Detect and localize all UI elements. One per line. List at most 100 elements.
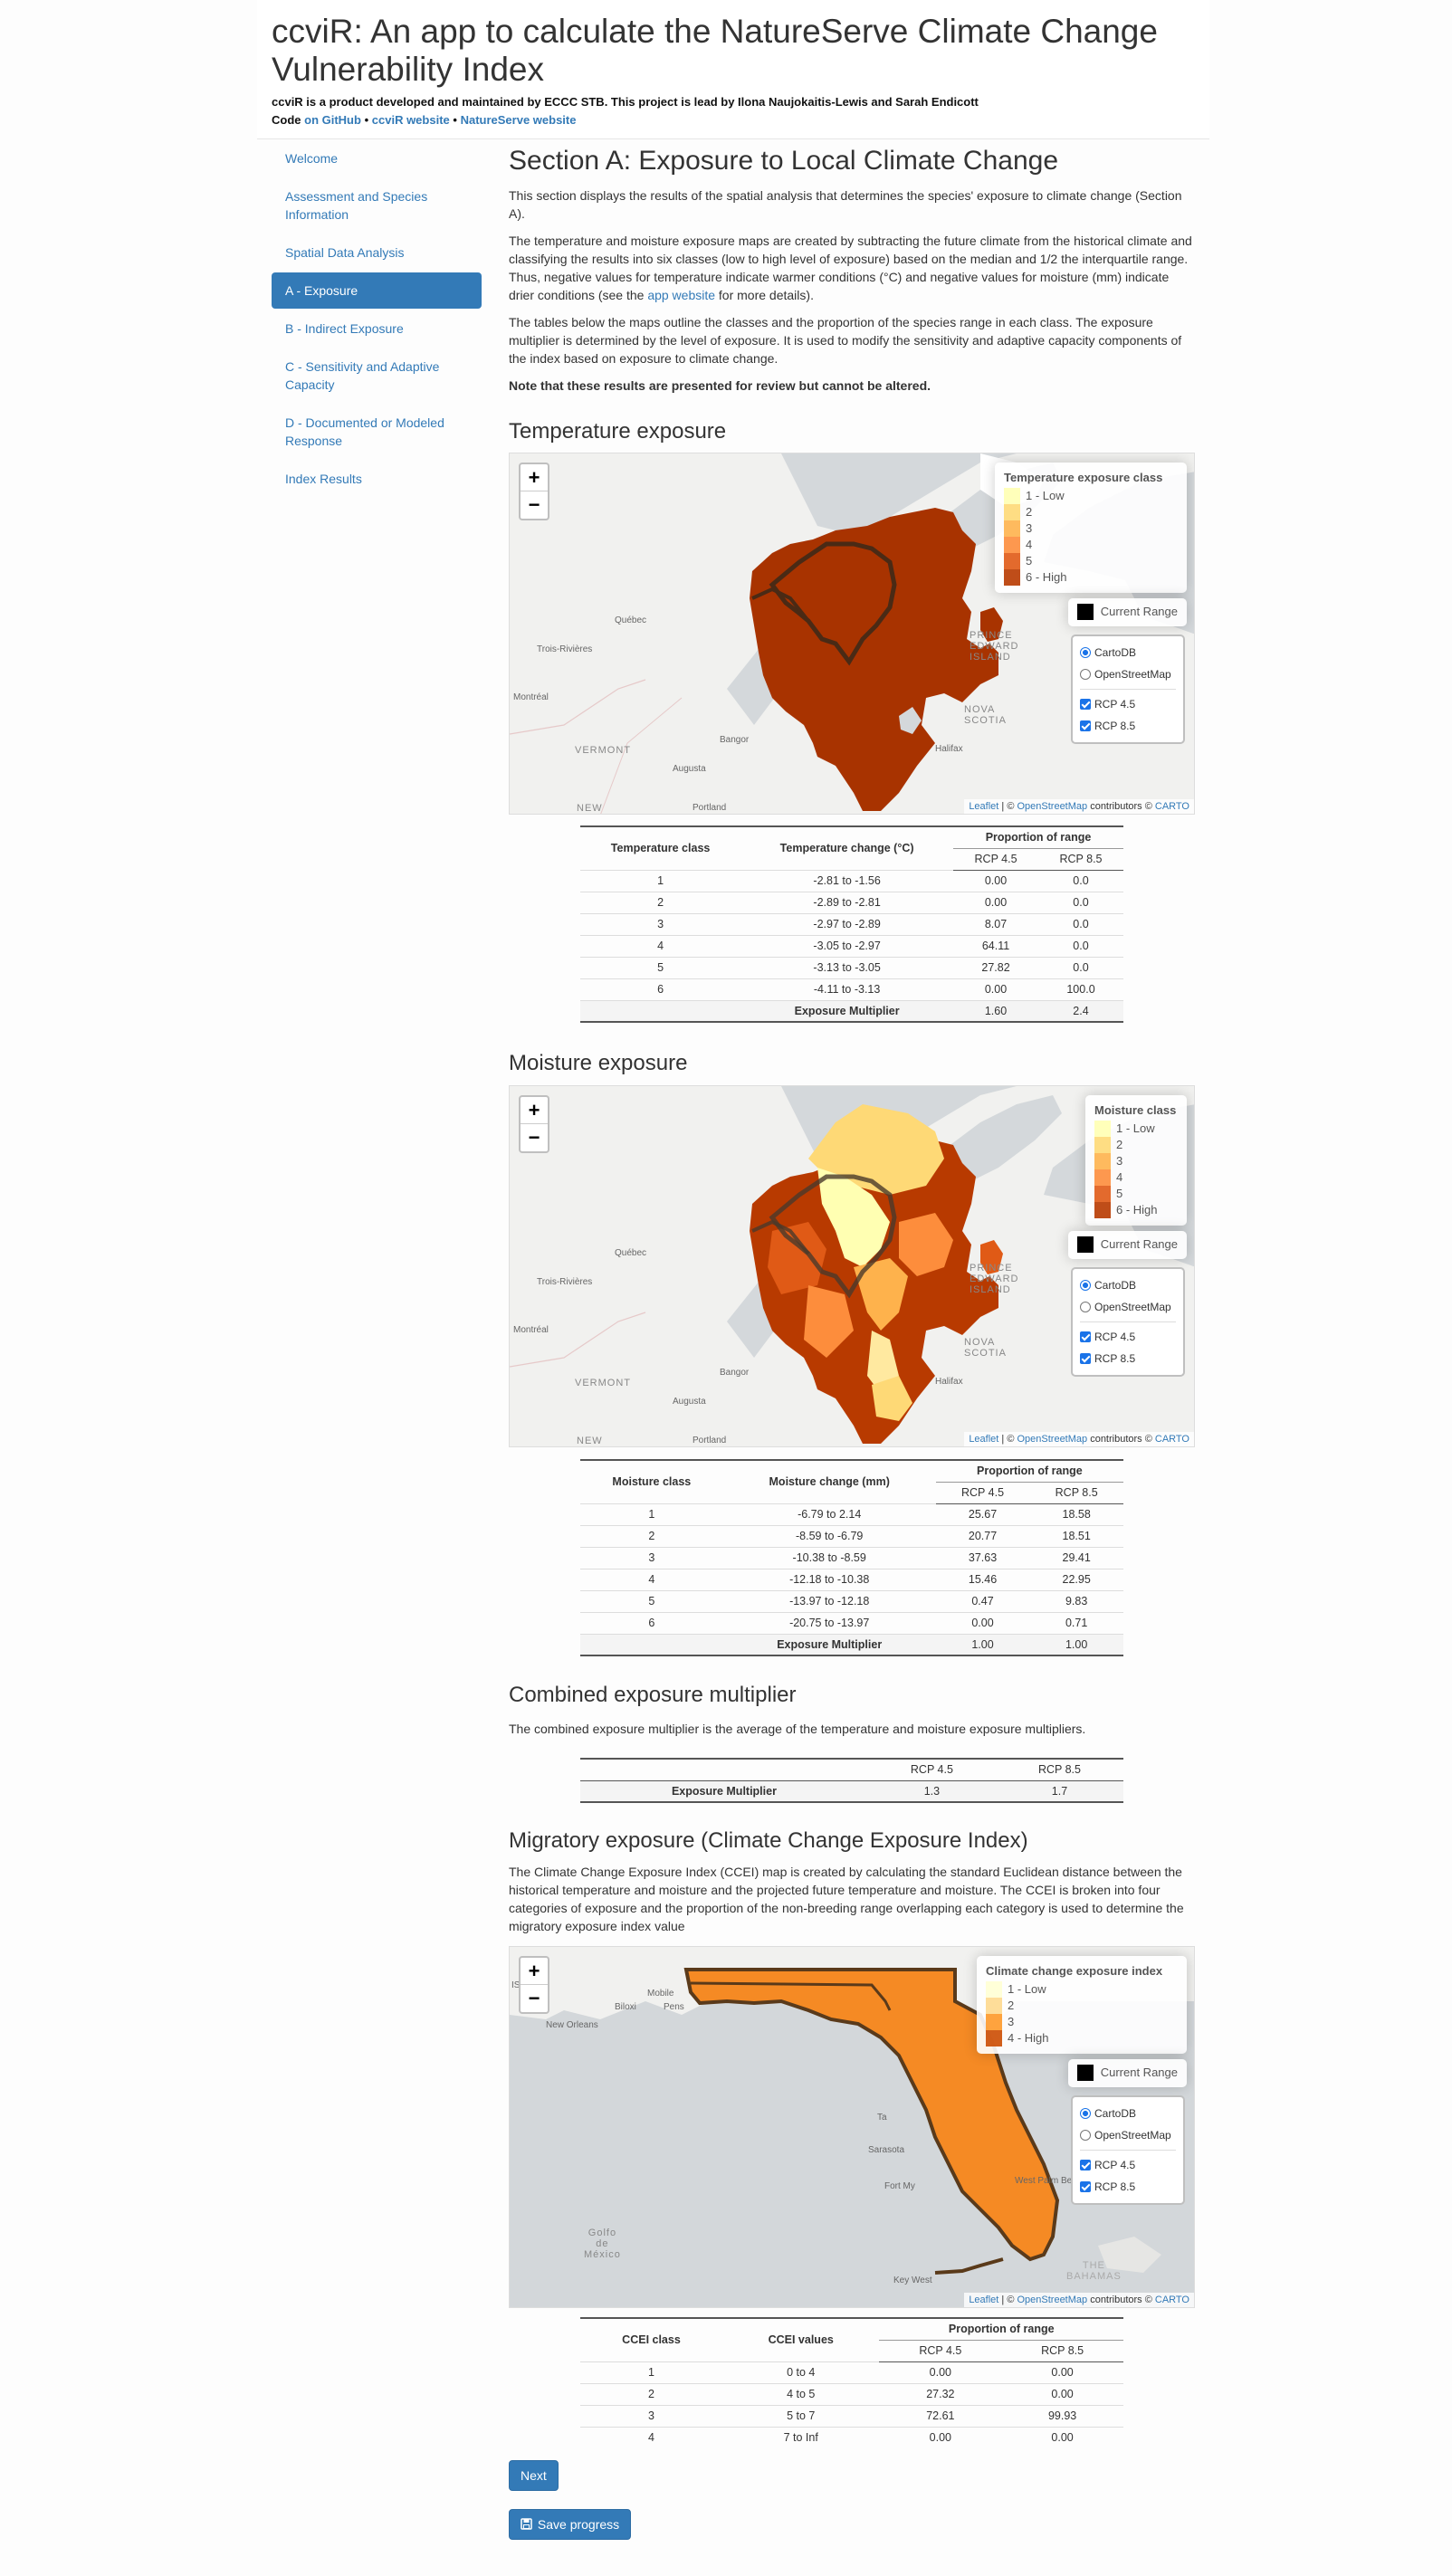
table-cell: 9.83 [1065,1594,1088,1608]
place-is: IS [511,1980,521,1990]
map-zoom-control: + − [519,463,549,520]
rcp45-checkbox[interactable]: RCP 4.5 [1080,693,1176,715]
zoom-in-button[interactable]: + [521,464,548,491]
zoom-out-button[interactable]: − [528,1126,540,1149]
nav-index-results[interactable]: Index Results [285,472,362,486]
basemap-cartodb-radio[interactable]: CartoDB [1080,1274,1176,1296]
place-nova-scotia: NOVA SCOTIA [964,1337,1007,1359]
table-row: 1 -6.79 to 2.14 25.67 18.58 [580,1503,1123,1525]
table-row: 1 -2.81 to -1.56 0.00 0.0 [580,870,1123,892]
ccvir-website-link[interactable]: ccviR website [371,113,450,127]
exposure-multiplier-row: Exposure Multiplier 1.60 2.4 [580,1000,1123,1022]
table-cell: 5 to 7 [787,2409,816,2422]
legend-item: 2 [1004,504,1178,520]
legend-item: 3 [1004,520,1178,537]
osm-link[interactable]: OpenStreetMap [1017,1434,1088,1445]
rcp85-checkbox[interactable]: RCP 8.5 [1080,1348,1176,1369]
layer-control[interactable]: CartoDB OpenStreetMap RCP 4.5 RCP 8.5 [1071,1267,1185,1377]
table-cell: 0.0 [1073,960,1089,974]
basemap-cartodb-radio[interactable]: CartoDB [1080,642,1176,663]
legend-title: Temperature exposure class [1004,471,1163,484]
legend-label: 1 - Low [1116,1121,1155,1135]
nav-assessment-species-info[interactable]: Assessment and Species Information [285,189,428,222]
zoom-in-button[interactable]: + [521,1097,548,1124]
nav-d-documented-response[interactable]: D - Documented or Modeled Response [285,415,444,448]
osm-link[interactable]: OpenStreetMap [1017,2295,1088,2305]
place-trois-rivieres: Trois-Rivières [537,1277,593,1287]
current-range-swatch [1076,1236,1094,1254]
zoom-out-button[interactable]: − [528,1987,540,2009]
table-cell: -2.81 to -1.56 [813,873,881,887]
rcp45-checkbox[interactable]: RCP 4.5 [1080,2154,1176,2176]
basemap-cartodb-radio[interactable]: CartoDB [1080,2103,1176,2124]
nav-spatial-data-analysis[interactable]: Spatial Data Analysis [285,245,405,260]
nav-welcome[interactable]: Welcome [285,151,339,166]
zoom-in-button[interactable]: + [521,1958,548,1985]
table-cell: 100.0 [1066,982,1095,996]
table-cell: 2 [648,2387,654,2400]
nav-a-exposure[interactable]: A - Exposure [272,272,482,309]
rcp85-checkbox[interactable]: RCP 8.5 [1080,715,1176,737]
table-cell: 0.00 [984,982,1008,996]
basemap-osm-radio[interactable]: OpenStreetMap [1080,2124,1176,2146]
table-cell: 2 [657,895,664,909]
table-cell: 1 [657,873,664,887]
leaflet-link[interactable]: Leaflet [969,1434,999,1445]
app-title: ccviR: An app to calculate the NatureSer… [272,13,1158,88]
table-row: 3 -2.97 to -2.89 8.07 0.0 [580,913,1123,935]
leaflet-link[interactable]: Leaflet [969,2295,999,2305]
rcp45-checkbox[interactable]: RCP 4.5 [1080,1326,1176,1348]
legend-swatch [986,1981,1002,1998]
migratory-text: The Climate Change Exposure Index (CCEI)… [509,1865,1184,1933]
github-link[interactable]: on GitHub [304,113,361,127]
combined-text: The combined exposure multiplier is the … [509,1722,1086,1736]
legend-item: 5 [1004,553,1178,569]
place-nova-scotia: NOVA SCOTIA [964,704,1007,726]
layer-control[interactable]: CartoDB OpenStreetMap RCP 4.5 RCP 8.5 [1071,2095,1185,2205]
table-cell: 64.11 [981,939,1010,952]
multiplier-rcp85: 1.00 [1065,1637,1088,1651]
legend-swatch [1094,1153,1111,1169]
table-cell: 1 [648,2365,654,2379]
table-cell: -6.79 to 2.14 [798,1507,862,1521]
table-cell: 22.95 [1062,1572,1091,1586]
nav-c-sensitivity[interactable]: C - Sensitivity and Adaptive Capacity [285,359,440,392]
header-links: Code on GitHub • ccviR website • NatureS… [272,113,577,127]
legend-label: 2 [1008,1999,1015,2012]
layer-control[interactable]: CartoDB OpenStreetMap RCP 4.5 RCP 8.5 [1071,634,1185,744]
map-zoom-control: + − [519,1956,549,2014]
next-button[interactable]: Next [509,2460,559,2491]
legend-swatch [1094,1169,1111,1186]
table-cell: 72.61 [926,2409,955,2422]
ccei-map[interactable]: Mobile Biloxi Pens New Orleans IS Ta Sar… [509,1946,1195,2308]
table-cell: 0.0 [1073,873,1089,887]
zoom-out-button[interactable]: − [528,493,540,516]
basemap-osm-radio[interactable]: OpenStreetMap [1080,1296,1176,1318]
temperature-map[interactable]: Québec Trois-Rivières Montréal VERMONT A… [509,453,1195,815]
place-golfo-de-mexico: Golfo de México [584,2228,621,2260]
leaflet-link[interactable]: Leaflet [969,801,999,812]
legend-label: 4 [1116,1170,1123,1184]
combined-multiplier-rcp45: 1.3 [923,1784,941,1798]
nav-b-indirect-exposure[interactable]: B - Indirect Exposure [285,321,404,336]
rcp85-checkbox[interactable]: RCP 8.5 [1080,2176,1176,2198]
intro-paragraph: This section displays the results of the… [509,188,1182,221]
carto-link[interactable]: CARTO [1154,2295,1189,2305]
app-website-link[interactable]: app website [647,288,716,302]
basemap-osm-radio[interactable]: OpenStreetMap [1080,663,1176,685]
table-cell: 0.00 [929,2431,952,2445]
sidebar-nav: Welcome Assessment and Species Informati… [272,140,482,499]
table-cell: 3 [657,917,664,930]
carto-link[interactable]: CARTO [1154,801,1189,812]
table-cell: 15.46 [968,1572,998,1586]
legend-swatch [1004,569,1020,586]
moisture-map[interactable]: Québec Trois-Rivières Montréal VERMONT A… [509,1085,1195,1447]
exposure-multiplier-row: Exposure Multiplier 1.00 1.00 [580,1634,1123,1655]
table-cell: 0.00 [971,1616,994,1629]
table-cell: -8.59 to -6.79 [796,1529,864,1542]
osm-link[interactable]: OpenStreetMap [1017,801,1088,812]
legend-swatch [1004,537,1020,553]
carto-link[interactable]: CARTO [1154,1434,1189,1445]
save-progress-button[interactable]: Save progress [509,2509,632,2540]
natureserve-website-link[interactable]: NatureServe website [460,113,577,127]
